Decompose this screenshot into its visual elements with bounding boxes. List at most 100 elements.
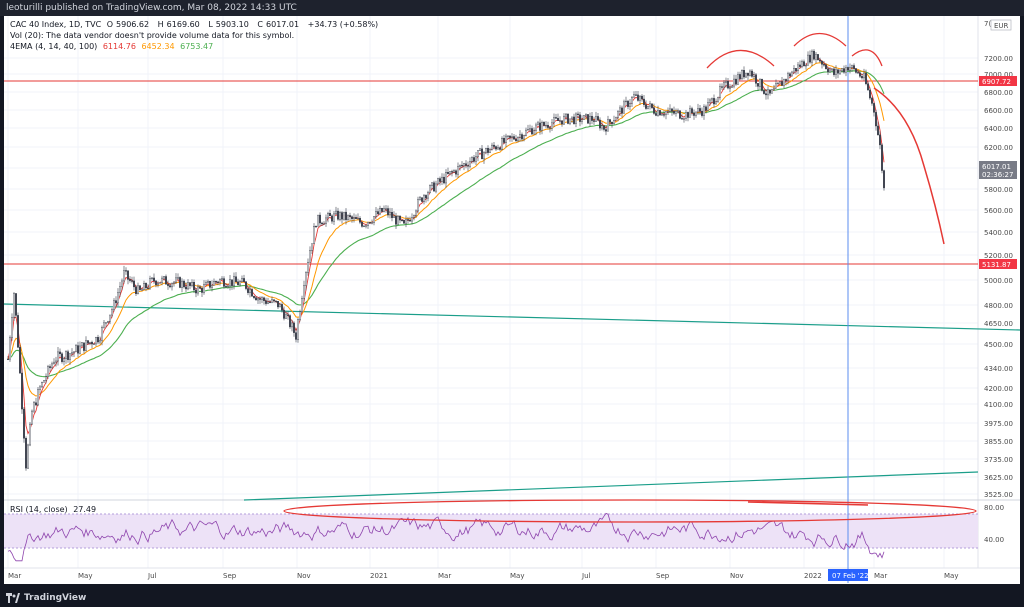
candle bbox=[343, 211, 346, 221]
candle bbox=[148, 275, 151, 290]
candle bbox=[605, 126, 608, 136]
candle bbox=[240, 275, 243, 283]
candlestick-series bbox=[7, 49, 886, 471]
candle bbox=[437, 177, 440, 185]
descending-trendline[interactable] bbox=[4, 303, 1020, 331]
candle bbox=[677, 108, 680, 114]
candle bbox=[581, 115, 584, 125]
candle bbox=[869, 87, 872, 100]
candle bbox=[339, 210, 342, 222]
candle bbox=[258, 296, 261, 304]
candle bbox=[539, 118, 542, 135]
rsi-divergence-line bbox=[747, 501, 869, 506]
time-tick-label: Mar bbox=[438, 572, 451, 580]
footer-bar: TradingView bbox=[0, 589, 1024, 607]
time-tick-label: 2021 bbox=[370, 572, 388, 580]
candle bbox=[80, 341, 83, 347]
candle bbox=[523, 134, 526, 142]
candle bbox=[749, 69, 752, 77]
time-axis[interactable]: Mar May Jul Sep Nov 2021 Mar May Jul Sep Nov 2022 Ma… bbox=[8, 572, 958, 580]
candle bbox=[489, 147, 492, 153]
legend-ema-row: 4EMA (4, 14, 40, 100) 6114.76 6452.34 67… bbox=[10, 42, 216, 51]
legend-vol: Vol (20): The data vendor doesn't provid… bbox=[10, 31, 295, 40]
candle bbox=[399, 214, 402, 224]
candle bbox=[609, 118, 612, 125]
candle bbox=[423, 194, 426, 205]
svg-text:02:36:27: 02:36:27 bbox=[982, 171, 1013, 179]
candle bbox=[783, 78, 786, 89]
candle bbox=[70, 348, 73, 357]
candle bbox=[665, 110, 668, 120]
candle bbox=[188, 281, 191, 290]
candle bbox=[573, 113, 576, 125]
legend-ema-value-3: 6753.47 bbox=[180, 42, 214, 51]
currency-button[interactable]: EUR bbox=[990, 19, 1012, 31]
candle bbox=[479, 147, 482, 152]
tradingview-logo-icon bbox=[6, 593, 20, 603]
candle bbox=[691, 106, 694, 116]
candle bbox=[53, 358, 56, 365]
candle bbox=[759, 78, 762, 90]
candle bbox=[663, 110, 666, 118]
candle bbox=[595, 111, 598, 122]
candle bbox=[825, 63, 828, 70]
candle bbox=[499, 146, 502, 151]
candle bbox=[271, 296, 274, 304]
candle bbox=[707, 98, 710, 111]
candle bbox=[527, 124, 530, 131]
price-axis[interactable]: 7200.00 7000.00 6800.00 6600.00 6400.00 6200.… bbox=[984, 55, 1013, 499]
candle bbox=[118, 281, 121, 297]
candle bbox=[549, 126, 552, 133]
candle bbox=[817, 54, 820, 61]
price-tick-label: 3855.00 bbox=[984, 438, 1013, 446]
candle bbox=[839, 69, 842, 75]
candle bbox=[723, 80, 726, 90]
candle bbox=[357, 213, 360, 220]
candle bbox=[767, 86, 770, 100]
candle bbox=[176, 273, 179, 280]
legend-rsi-label: RSI (14, close) bbox=[10, 505, 68, 514]
candle bbox=[617, 110, 620, 122]
candle bbox=[116, 288, 119, 307]
candle bbox=[439, 176, 442, 186]
candle bbox=[823, 61, 826, 67]
candle bbox=[653, 103, 656, 115]
candle bbox=[645, 100, 648, 110]
chart-frame[interactable]: 7200.00 7000.00 6800.00 6600.00 6400.00 6200.… bbox=[4, 16, 1020, 584]
candle bbox=[837, 68, 840, 79]
candle bbox=[307, 258, 310, 276]
candle bbox=[655, 111, 658, 117]
candle bbox=[383, 205, 386, 213]
candle bbox=[511, 133, 514, 142]
candle bbox=[531, 125, 534, 135]
candle bbox=[47, 364, 50, 379]
time-tick-label: Jul bbox=[147, 572, 157, 580]
chart-canvas[interactable]: 7200.00 7000.00 6800.00 6600.00 6400.00 6200.… bbox=[4, 16, 1020, 584]
rsi-line bbox=[7, 512, 885, 562]
candle bbox=[68, 353, 71, 365]
candle bbox=[567, 113, 570, 125]
candle bbox=[12, 292, 15, 321]
price-tick-label: 5000.00 bbox=[984, 277, 1013, 285]
candle bbox=[579, 111, 582, 127]
candle bbox=[491, 142, 494, 151]
candle bbox=[737, 71, 740, 85]
candle bbox=[473, 154, 476, 164]
candle bbox=[393, 211, 396, 218]
candle bbox=[246, 287, 249, 296]
candle bbox=[803, 59, 806, 67]
candle bbox=[45, 373, 48, 384]
candle bbox=[829, 67, 832, 74]
candle bbox=[463, 162, 466, 171]
candle bbox=[753, 71, 756, 80]
candle bbox=[110, 307, 113, 318]
candle bbox=[150, 277, 153, 281]
candle bbox=[126, 270, 129, 285]
candle bbox=[311, 243, 314, 255]
candle bbox=[313, 223, 316, 244]
candle bbox=[128, 276, 131, 283]
ascending-trendline[interactable] bbox=[243, 471, 979, 501]
candle bbox=[853, 63, 856, 71]
candle bbox=[254, 296, 257, 301]
candle bbox=[317, 214, 320, 227]
